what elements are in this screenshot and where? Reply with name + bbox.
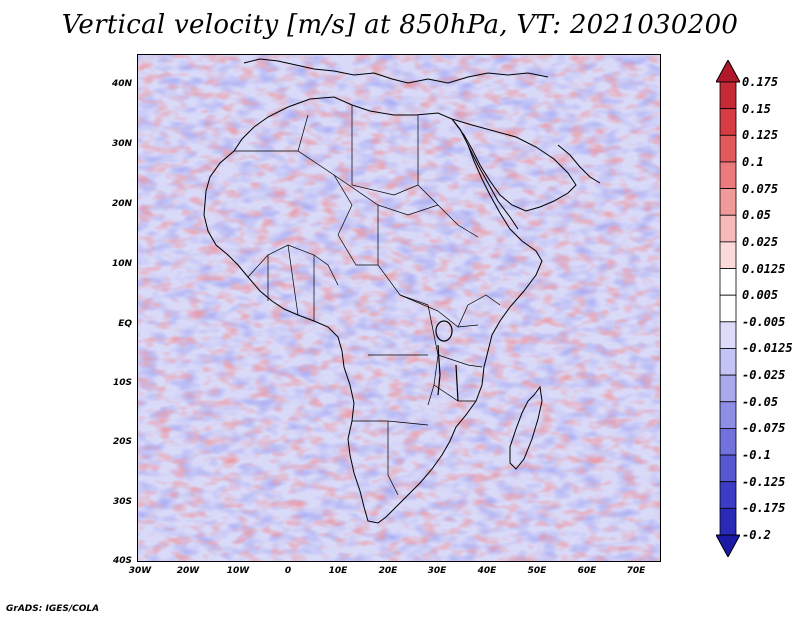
- colorbar-tick-label: 0.125: [742, 128, 779, 143]
- africa-coastline: [203, 96, 543, 524]
- colorbar-tick-label: 0.0125: [742, 261, 786, 276]
- lat-label-20s: 20S: [112, 437, 132, 447]
- lon-label-70e: 70E: [626, 566, 646, 576]
- lon-label-10w: 10W: [226, 566, 250, 576]
- lat-label-40s: 40S: [112, 556, 132, 566]
- colorbar-segment: [719, 134, 737, 163]
- colorbar-tick-label: 0.005: [742, 288, 779, 303]
- lon-label-30e: 30E: [427, 566, 447, 576]
- lat-label-30n: 30N: [111, 139, 132, 149]
- lon-label-20w: 20W: [176, 566, 200, 576]
- colorbar-tick-label: -0.125: [742, 474, 786, 489]
- coastlines: [203, 58, 601, 524]
- colorbar-segment: [719, 241, 737, 269]
- colorbar-tick-label: -0.075: [742, 421, 786, 436]
- lon-label-0: 0: [284, 566, 292, 576]
- lon-label-40e: 40E: [477, 566, 497, 576]
- colorbar-segment: [719, 348, 737, 376]
- colorbar-segment: [719, 481, 737, 509]
- lon-label-30w: 30W: [128, 566, 152, 576]
- colorbar-tick-label: 0.025: [742, 234, 779, 249]
- map-panel: [137, 54, 661, 562]
- colorbar-segment: [719, 188, 737, 216]
- colorbar-tick-label: 0.175: [742, 75, 779, 89]
- country-borders: [234, 105, 501, 496]
- colorbar-segment: [719, 321, 737, 349]
- persian-gulf: [557, 144, 601, 184]
- colorbar: [716, 60, 740, 557]
- madagascar: [509, 385, 543, 470]
- colorbar-tick-label: -0.005: [742, 314, 786, 329]
- colorbar-segment: [719, 161, 737, 189]
- lat-label-20n: 20N: [111, 199, 132, 209]
- positive-texture: [138, 55, 660, 561]
- lon-label-20e: 20E: [378, 566, 398, 576]
- colorbar-segment: [719, 428, 737, 456]
- colorbar-segment: [719, 374, 737, 403]
- iberia-europe: [243, 58, 549, 84]
- red-sea: [467, 144, 519, 230]
- grads-credit: GrADS: IGES/COLA: [6, 604, 100, 614]
- colorbar-segment: [716, 534, 740, 557]
- arabia: [450, 118, 577, 212]
- lat-label-40n: 40N: [111, 79, 132, 89]
- colorbar-segment: [719, 401, 737, 429]
- lat-label-30s: 30S: [112, 497, 132, 507]
- colorbar-tick-label: -0.05: [742, 394, 779, 409]
- colorbar-segment: [719, 294, 737, 323]
- lakes: [435, 320, 459, 402]
- lat-label-10n: 10N: [111, 259, 132, 269]
- vertical-velocity-map: [138, 55, 660, 561]
- colorbar-segment: [719, 454, 737, 483]
- colorbar-segment: [716, 60, 740, 83]
- lon-label-10e: 10E: [328, 566, 348, 576]
- colorbar-segment: [719, 81, 737, 110]
- colorbar-tick-label: 0.075: [742, 181, 779, 196]
- colorbar-tick-label: -0.0125: [742, 341, 793, 356]
- colorbar-segment: [719, 268, 737, 296]
- chart-title: Vertical velocity [m/s] at 850hPa, VT: 2…: [61, 10, 739, 40]
- colorbar-tick-label: 0.1: [742, 154, 764, 169]
- lon-label-50e: 50E: [527, 566, 547, 576]
- colorbar-tick-label: -0.2: [742, 528, 771, 542]
- colorbar-segment: [719, 214, 737, 243]
- colorbar-tick-label: -0.025: [742, 368, 786, 383]
- lon-label-60e: 60E: [577, 566, 597, 576]
- colorbar-segment: [719, 108, 737, 136]
- colorbar-tick-label: 0.05: [742, 208, 771, 223]
- colorbar-segment: [719, 507, 737, 536]
- lat-label-10s: 10S: [112, 378, 132, 388]
- lat-label-eq: EQ: [118, 319, 132, 329]
- colorbar-tick-label: -0.1: [742, 448, 771, 463]
- colorbar-tick-label: 0.15: [742, 101, 771, 116]
- colorbar-tick-label: -0.175: [742, 501, 786, 516]
